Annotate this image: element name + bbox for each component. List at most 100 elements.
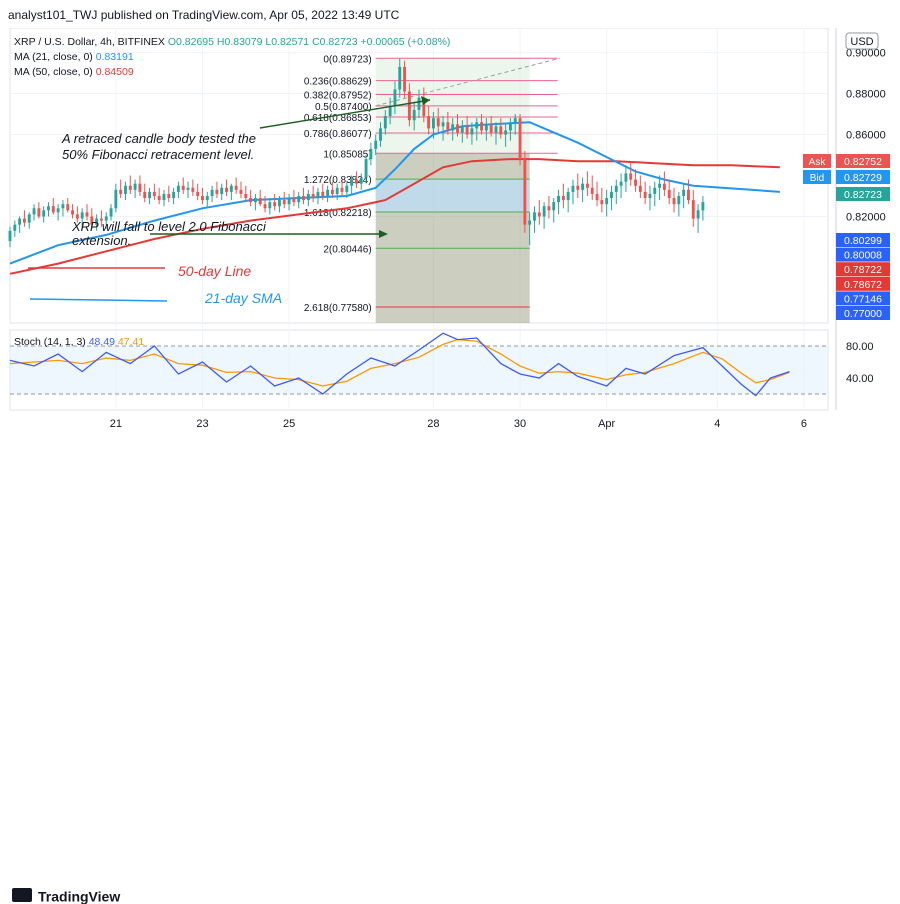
candle-body	[234, 185, 238, 190]
candle	[104, 212, 108, 229]
candle-body	[489, 124, 493, 133]
candle	[152, 183, 156, 201]
candle-body	[624, 173, 628, 182]
candle-body	[138, 183, 142, 192]
bid-badge-label: Bid	[810, 173, 824, 184]
target-note: XRP will fall to level 2.0 Fibonacci exte…	[71, 219, 267, 248]
candle	[489, 116, 493, 137]
chart-legend: XRP / U.S. Dollar, 4h, BITFINEX O0.82695…	[14, 36, 450, 78]
level-badge: 0.77146	[836, 291, 890, 306]
candle	[388, 97, 392, 125]
last-price-badge: 0.82723	[836, 187, 890, 201]
candle	[533, 206, 536, 233]
time-tick-label: 30	[514, 418, 526, 430]
candle-body	[335, 187, 339, 194]
candle	[547, 195, 551, 219]
candle	[32, 204, 36, 221]
candle-body	[552, 202, 556, 211]
candle-body	[292, 198, 296, 203]
retrace-note-line1: A retraced candle body tested the	[61, 131, 256, 146]
level-badge-value: 0.77146	[844, 293, 882, 305]
bid-badge-value-box	[836, 170, 890, 184]
candle	[667, 179, 671, 205]
candle	[585, 171, 589, 196]
candle	[95, 214, 99, 231]
candle-body	[186, 187, 190, 190]
candle	[109, 204, 113, 221]
fibonacci-extension: 0(0.89723)0.236(0.88629)0.382(0.87952)0.…	[304, 54, 560, 323]
time-tick-label: 25	[283, 418, 295, 430]
candle-body	[422, 97, 426, 117]
bid-badge-value: 0.82729	[844, 172, 882, 184]
legend-ma21-label: MA (21, close, 0)	[14, 51, 96, 63]
candle	[71, 204, 74, 219]
candle-body	[104, 216, 108, 221]
candle-body	[595, 193, 599, 201]
candle-body	[8, 230, 12, 242]
candle-body	[648, 193, 652, 199]
level-badge: 0.80299	[836, 233, 890, 247]
ask-badge-value-box	[836, 154, 890, 168]
candle-body	[239, 189, 243, 194]
candle	[605, 189, 609, 217]
candle	[682, 183, 686, 209]
candle	[220, 183, 224, 201]
candle-body	[191, 187, 195, 192]
brand-text: TradingView	[38, 888, 121, 904]
candle-body	[359, 177, 363, 184]
candle-body	[701, 202, 705, 211]
stoch-k-value: 48.49	[89, 336, 118, 348]
tradingview-brand[interactable]: TradingView	[12, 887, 120, 904]
candle-body	[446, 122, 450, 131]
candle-body	[282, 200, 286, 205]
candle-body	[398, 66, 402, 90]
candle	[13, 220, 17, 237]
target-note-line1: XRP will fall to level 2.0 Fibonacci	[71, 219, 267, 234]
candle	[273, 193, 277, 211]
candle-body	[513, 118, 517, 123]
level-badge: 0.80008	[836, 247, 890, 262]
price-tick-label: 0.82000	[846, 211, 886, 223]
candle	[355, 171, 358, 188]
candle-body	[696, 210, 700, 219]
candle	[518, 114, 522, 166]
candle-body	[321, 191, 325, 196]
stoch-tick-label: 80.00	[846, 341, 874, 353]
candle-body	[643, 191, 647, 199]
candle	[234, 177, 238, 194]
candle-body	[32, 208, 36, 215]
legend-ma50: MA (50, close, 0) 0.84509	[14, 66, 134, 78]
candle	[263, 195, 267, 213]
candle-body	[629, 173, 633, 180]
candle	[326, 185, 330, 203]
candle-body	[181, 185, 185, 190]
level-badge-value-box	[836, 306, 890, 320]
candle-body	[345, 185, 349, 192]
candle	[249, 189, 253, 207]
candle	[595, 181, 599, 207]
candle-body	[340, 187, 344, 192]
last-price-badge-value: 0.82723	[844, 189, 882, 201]
fib-level-label: 0(0.89723)	[323, 54, 371, 65]
ask-badge-value: 0.82752	[844, 156, 882, 168]
axes: 21 23 25 28 30 Apr 4 6 0.90000 0.88000 0.86000 0.82…	[14, 28, 890, 430]
candle	[85, 204, 89, 221]
candle	[287, 193, 291, 211]
candle	[22, 210, 26, 227]
candle-body	[273, 202, 277, 207]
candle	[124, 181, 127, 201]
candle	[340, 179, 344, 196]
candle	[258, 189, 262, 207]
publish-line: analyst101_TWJ published on TradingView.…	[8, 8, 400, 22]
candle	[393, 81, 397, 115]
candle-body	[533, 212, 536, 221]
candle-body	[388, 105, 392, 117]
candle	[427, 105, 431, 135]
price-chart[interactable]: 0(0.89723)0.236(0.88629)0.382(0.87952)0.…	[0, 0, 900, 471]
level-badge-value-box	[836, 233, 890, 247]
candle	[610, 185, 613, 211]
candle-body	[494, 126, 498, 133]
candle-body	[253, 198, 257, 203]
candle-body	[662, 183, 666, 190]
candle-body	[682, 189, 686, 196]
